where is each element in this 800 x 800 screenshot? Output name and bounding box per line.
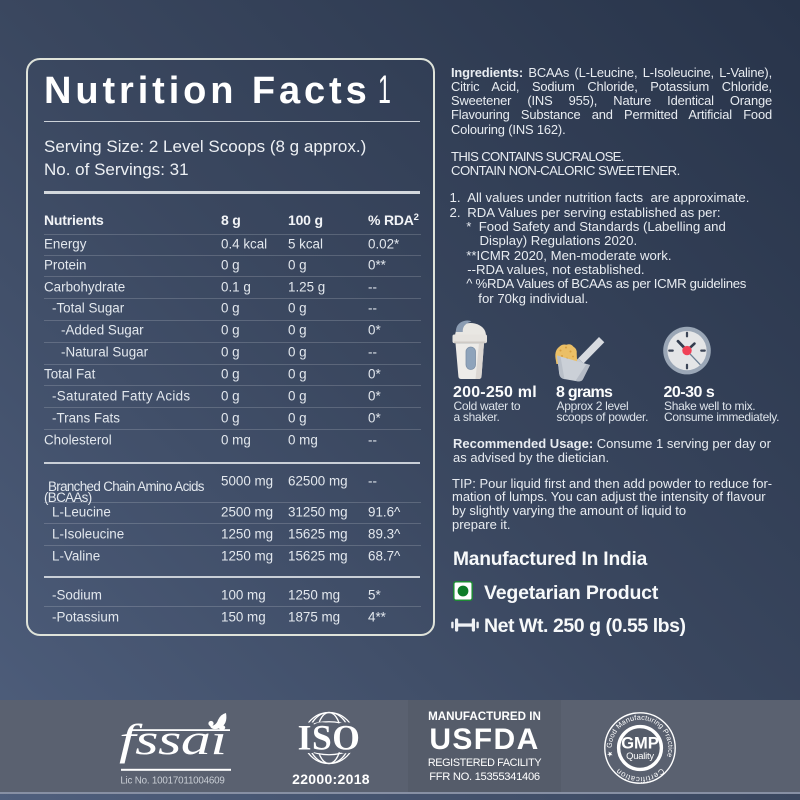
svg-text:Lic No. 10017011004609: Lic No. 10017011004609 [120,776,224,787]
svg-text:GMP: GMP [621,735,659,753]
svg-text:Quality: Quality [626,750,654,761]
svg-text:ISO: ISO [298,718,361,758]
